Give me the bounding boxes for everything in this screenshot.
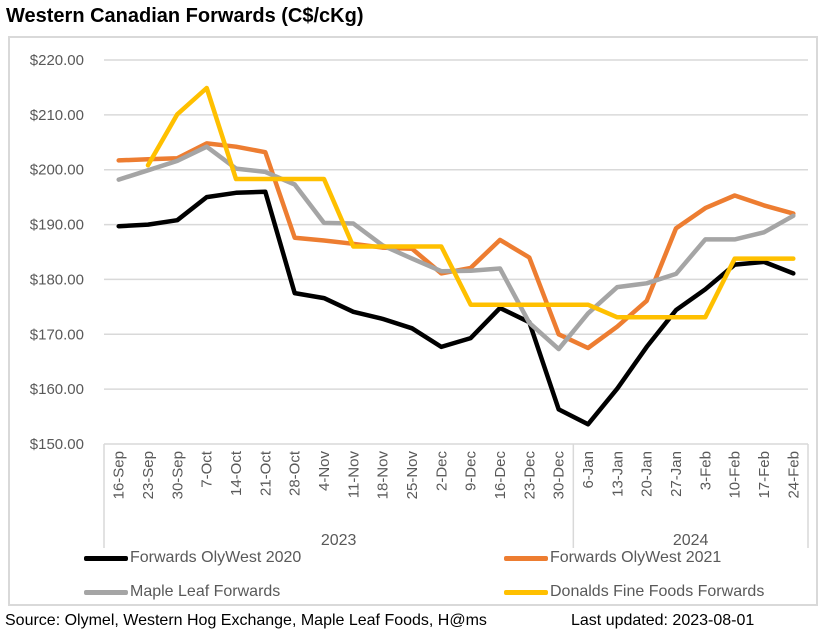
y-axis-ticks: $150.00 $160.00 $170.00 $180.00 $190.00 $200.…: [30, 52, 84, 453]
y-tick-label: $150.00: [30, 436, 84, 453]
x-tick-label: 28-Oct: [287, 450, 304, 496]
y-tick-label: $220.00: [30, 52, 84, 69]
last-updated: Last updated: 2023-08-01: [571, 612, 755, 629]
chart-frame: [8, 36, 818, 606]
x-tick-label: 9-Dec: [463, 451, 480, 492]
x-tick-label: 2-Dec: [433, 451, 450, 492]
y-tick-label: $180.00: [30, 271, 84, 288]
series-lines: [116, 85, 796, 427]
legend-item-olywest-2021: Forwards OlyWest 2021: [504, 549, 721, 567]
x-tick-label: 3-Feb: [697, 451, 714, 490]
x-tick-label: 27-Jan: [668, 451, 685, 497]
legend-label: Forwards OlyWest 2021: [550, 549, 722, 566]
x-tick-label: 16-Dec: [492, 451, 509, 500]
series-line-donalds-fine-foods-forwards: [145, 85, 796, 320]
x-tick-label: 20-Jan: [639, 451, 656, 497]
x-tick-label: 13-Jan: [609, 451, 626, 497]
x-tick-label: 14-Oct: [228, 450, 245, 496]
gridlines: [104, 59, 808, 390]
source-note: Source: Olymel, Western Hog Exchange, Ma…: [5, 612, 487, 629]
legend-label: Forwards OlyWest 2020: [130, 549, 302, 566]
x-tick-label: 21-Oct: [257, 450, 274, 496]
legend-swatch: [84, 555, 128, 561]
x-tick-label: 23-Sep: [140, 451, 157, 499]
x-tick-label: 30-Sep: [169, 451, 186, 499]
x-tick-label: 30-Dec: [551, 451, 568, 500]
legend-swatch: [84, 589, 128, 595]
series-line-forwards-olywest-2020: [116, 189, 796, 427]
year-label: 2024: [673, 532, 709, 549]
x-tick-label: 7-Oct: [199, 450, 216, 488]
x-tick-label: 17-Feb: [756, 451, 773, 499]
y-tick-label: $210.00: [30, 107, 84, 124]
legend-label: Maple Leaf Forwards: [130, 583, 281, 600]
y-tick-label: $160.00: [30, 381, 84, 398]
y-tick-label: $200.00: [30, 162, 84, 179]
legend-label: Donalds Fine Foods Forwards: [550, 583, 765, 600]
year-label: 2023: [321, 532, 357, 549]
x-tick-label: 10-Feb: [727, 451, 744, 499]
x-tick-label: 4-Nov: [316, 451, 333, 492]
legend-item-donalds: Donalds Fine Foods Forwards: [504, 583, 764, 601]
legend-swatch: [504, 589, 548, 595]
chart-title: Western Canadian Forwards (C$/cKg): [6, 5, 364, 27]
x-tick-label: 18-Nov: [375, 451, 392, 500]
y-tick-label: $170.00: [30, 326, 84, 343]
x-tick-label: 6-Jan: [580, 451, 597, 489]
x-tick-label: 25-Nov: [404, 451, 421, 500]
y-tick-label: $190.00: [30, 217, 84, 234]
x-tick-label: 11-Nov: [345, 451, 362, 499]
x-tick-label: 16-Sep: [111, 451, 128, 499]
x-tick-label: 23-Dec: [521, 451, 538, 500]
x-axis: 2023 2024 16-Sep 23-Sep 30-Sep 7-Oct 14-Oct 21-…: [103, 443, 809, 549]
legend-item-olywest-2020: Forwards OlyWest 2020: [84, 549, 301, 567]
legend-item-maple-leaf: Maple Leaf Forwards: [84, 583, 280, 601]
legend-swatch: [504, 555, 548, 561]
x-tick-label: 24-Feb: [785, 451, 802, 499]
